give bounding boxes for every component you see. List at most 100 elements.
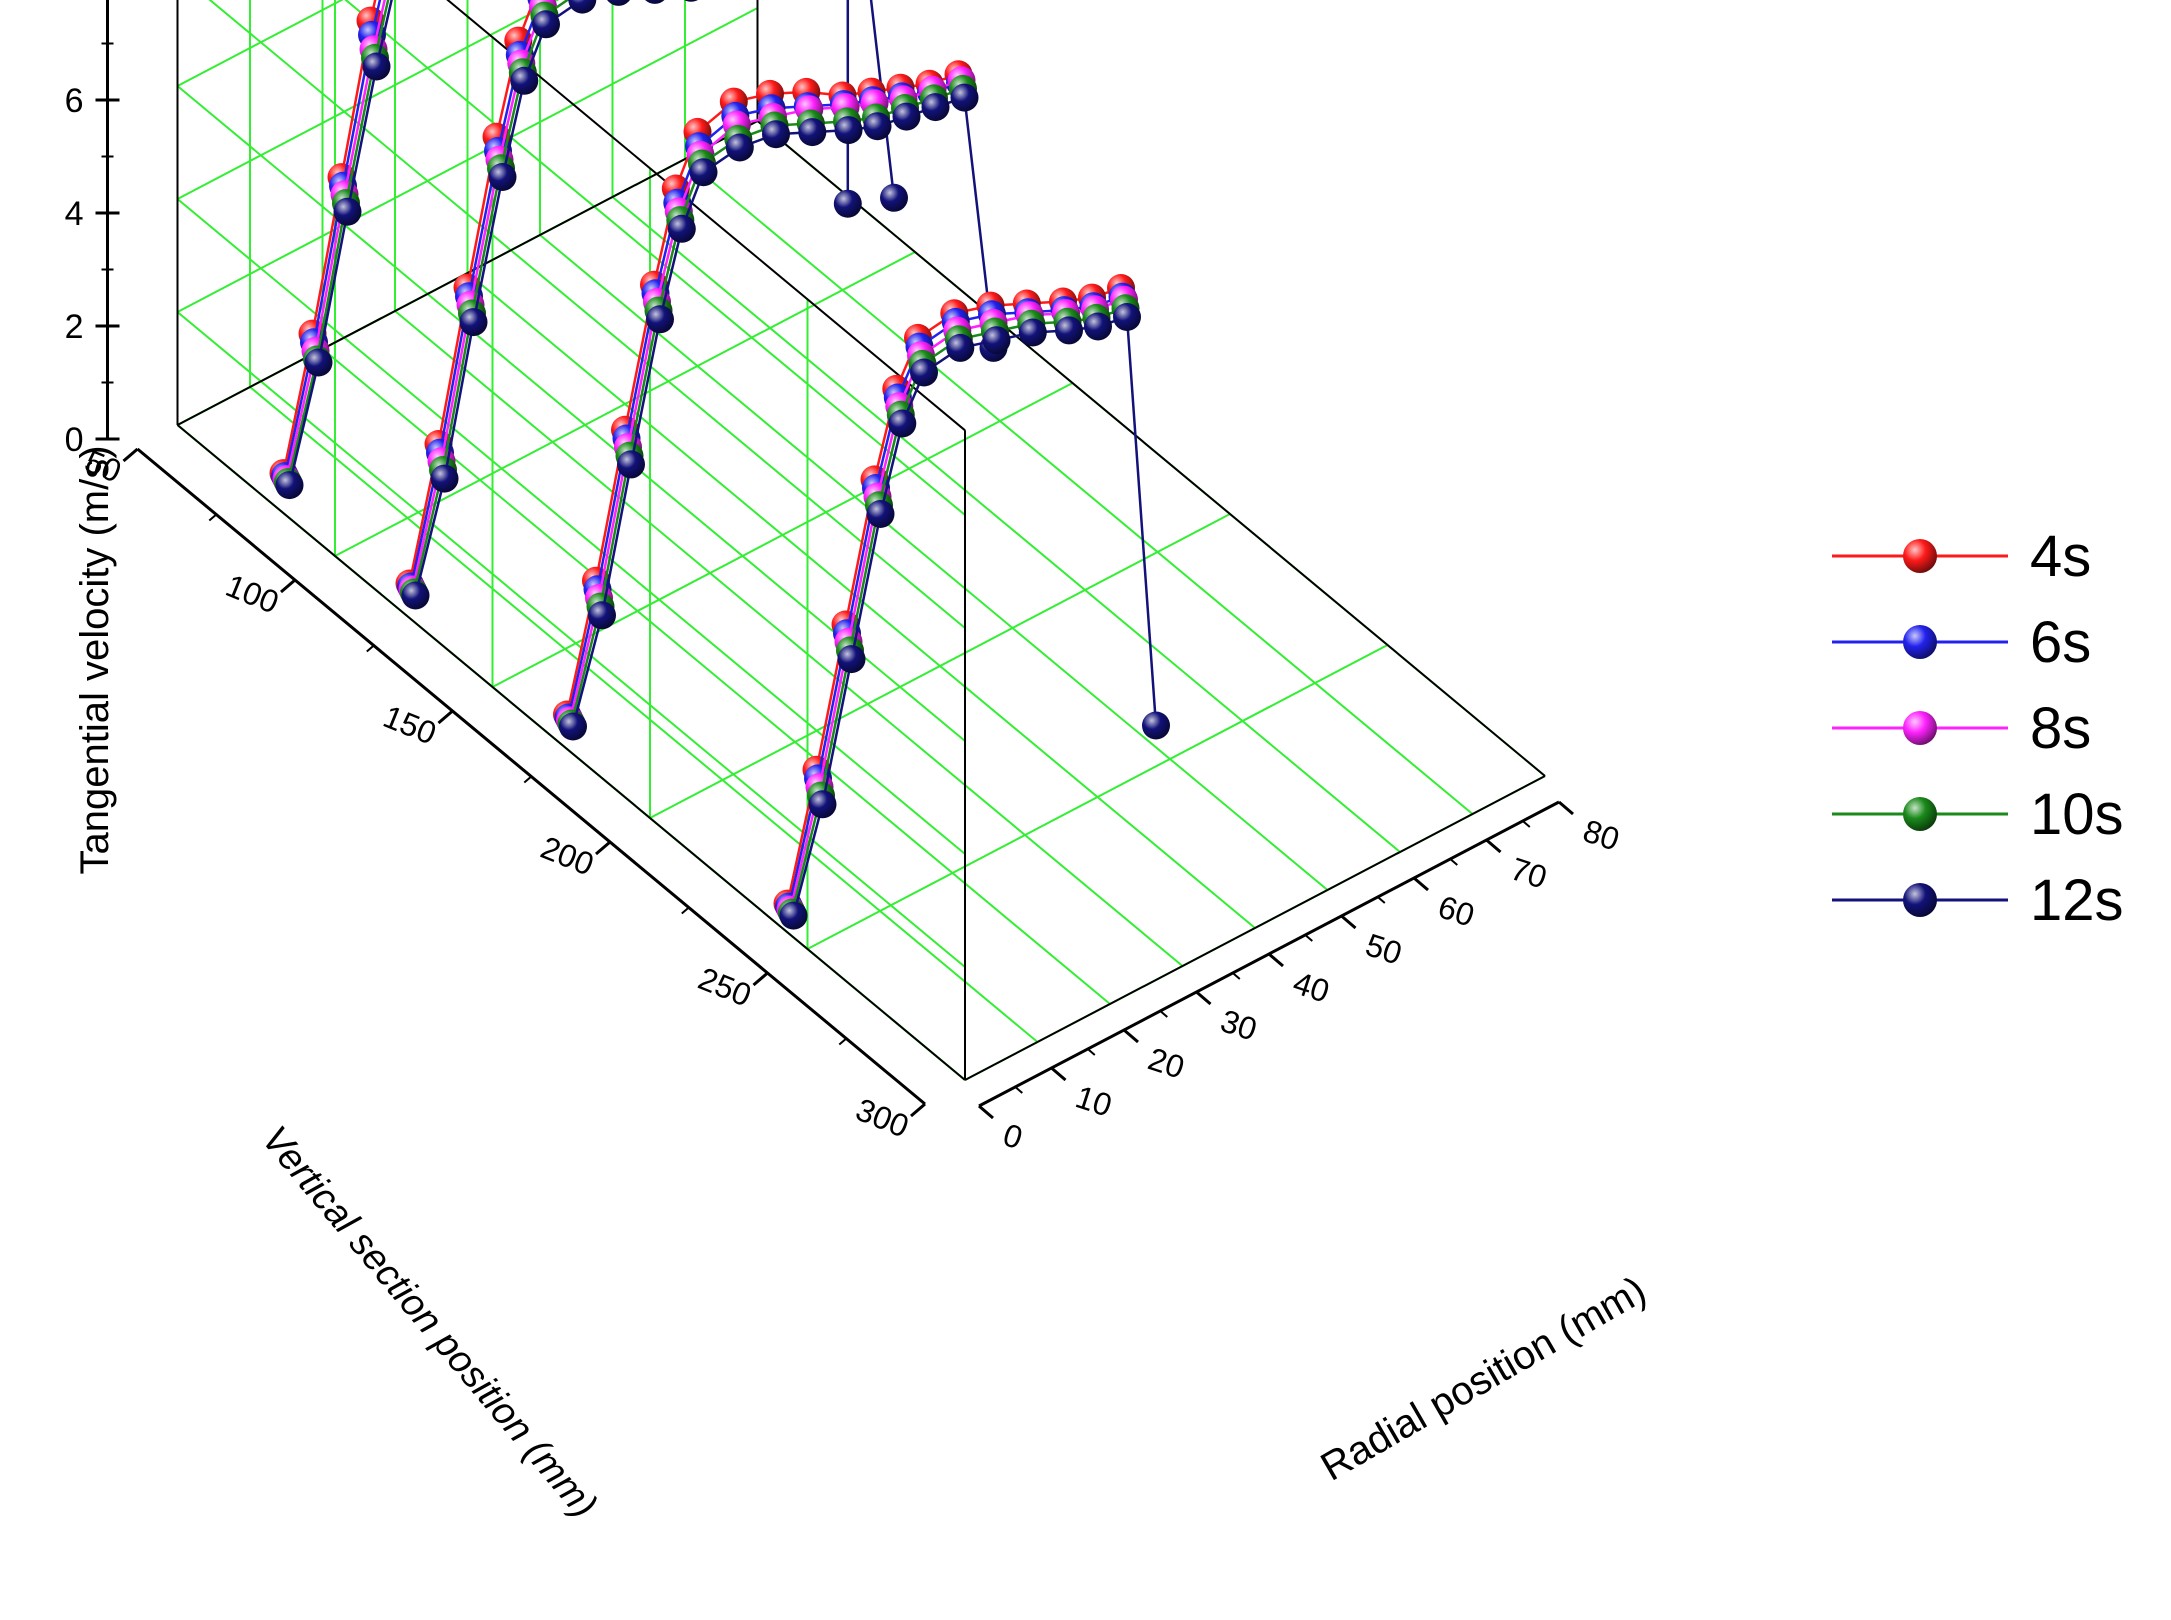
floor-grid-line	[684, 158, 1474, 815]
legend-swatch-marker	[1903, 711, 1937, 745]
z-tick-label: 2	[65, 308, 84, 346]
back-grid-line	[177, 0, 344, 87]
x-minor-tick	[1449, 858, 1458, 866]
data-point	[430, 464, 459, 493]
x-tick	[978, 1104, 994, 1120]
data-point	[1142, 711, 1170, 740]
y-tick	[752, 971, 769, 987]
series-12s-section-80	[275, 0, 862, 500]
y-tick	[910, 1102, 926, 1118]
y-tick	[280, 578, 296, 594]
data-point	[401, 581, 430, 610]
data-point	[725, 133, 754, 162]
y-tick-label: 150	[378, 698, 441, 751]
legend-item-6s: 6s	[1832, 610, 2091, 675]
data-point	[837, 645, 866, 674]
series-line	[286, 0, 390, 483]
x-axis-label: Radial position (mm)	[1314, 1268, 1654, 1489]
x-tick	[1558, 800, 1574, 816]
series-line	[408, 0, 536, 584]
x-tick-label: 10	[1071, 1078, 1116, 1123]
data-point	[1018, 318, 1047, 347]
y-minor-tick	[366, 644, 375, 653]
series-line	[790, 307, 1126, 913]
data-point	[950, 83, 979, 112]
data-point	[617, 450, 645, 479]
data-point	[863, 112, 892, 141]
legend-item-4s: 4s	[1832, 524, 2091, 589]
legend-item-12s: 12s	[1832, 868, 2124, 933]
series-line	[283, 0, 382, 477]
floor-grid-line	[249, 386, 1039, 1043]
series-line	[282, 0, 377, 474]
z-axis-label: Tangential velocity (m/s)	[73, 445, 117, 874]
x-tick	[1050, 1066, 1067, 1082]
z-tick-label: 8	[65, 0, 84, 7]
data-point	[880, 183, 908, 212]
floor-grid-line	[611, 196, 1401, 853]
y-tick	[437, 709, 454, 725]
data-point	[607, 0, 630, 6]
data-point	[779, 901, 808, 930]
data-point	[834, 116, 863, 145]
series-10s-section-80	[274, 0, 390, 497]
x-tick-label: 50	[1361, 926, 1406, 971]
legend: 4s 6s 8s 10s 12s	[1832, 524, 2124, 933]
data-point	[866, 500, 895, 528]
data-point	[510, 66, 539, 95]
data-point	[646, 305, 674, 334]
labels-layer: Tangential velocity (m/s) Vertical secti…	[73, 445, 1653, 1526]
axis-frame-line	[964, 775, 1546, 1081]
floor-grid-line	[539, 234, 1329, 891]
data-point	[892, 102, 921, 131]
axis-frame-line	[177, 120, 758, 426]
legend-label: 10s	[2030, 782, 2124, 847]
x-minor-tick	[1087, 1048, 1096, 1056]
series-line	[288, 0, 850, 486]
legend-label: 8s	[2030, 696, 2091, 761]
floor-grid-line	[394, 310, 1184, 967]
legend-swatch-marker	[1903, 539, 1937, 573]
legend-item-8s: 8s	[1832, 696, 2091, 761]
series-line	[787, 295, 1123, 907]
data-point	[488, 163, 517, 191]
x-tick	[1340, 914, 1357, 930]
data-point	[459, 308, 488, 337]
x-tick-label: 70	[1506, 850, 1551, 895]
data-point	[1055, 316, 1083, 345]
series-8s-section-240	[776, 285, 1138, 924]
y-axis-label: Vertical section position (mm)	[253, 1118, 605, 1526]
x-minor-tick	[1014, 1086, 1023, 1094]
data-point	[1084, 312, 1112, 341]
x-tick-label: 30	[1216, 1002, 1261, 1047]
data-point	[333, 197, 362, 226]
data-point	[304, 348, 333, 377]
data-point	[362, 52, 391, 81]
side-grid-line	[176, 311, 966, 968]
data-point	[762, 120, 790, 149]
data-point	[833, 189, 862, 218]
series-line	[789, 298, 1125, 910]
data-point	[910, 358, 938, 387]
z-tick-label: 4	[65, 195, 84, 233]
series-12s-section-240	[779, 303, 1170, 930]
series-line	[411, 0, 554, 590]
x-tick-label: 20	[1144, 1040, 1189, 1085]
data-point	[921, 93, 950, 122]
legend-label: 6s	[2030, 610, 2091, 675]
y-minor-tick	[838, 1037, 847, 1046]
series-line	[285, 0, 386, 480]
series-12s-section-120	[401, 0, 908, 610]
x-tick	[1485, 838, 1502, 854]
side-grid-line	[344, 0, 966, 516]
x-tick-label: 40	[1289, 964, 1334, 1009]
x-minor-tick	[1522, 820, 1531, 828]
y-tick-label: 300	[851, 1091, 914, 1144]
axis-frame-line	[176, 424, 966, 1081]
x-tick	[1268, 952, 1284, 968]
x-tick-label: 0	[999, 1116, 1027, 1156]
y-tick-label: 200	[536, 829, 599, 882]
series-12s-section-170	[559, 83, 1008, 741]
data-point	[588, 601, 616, 630]
